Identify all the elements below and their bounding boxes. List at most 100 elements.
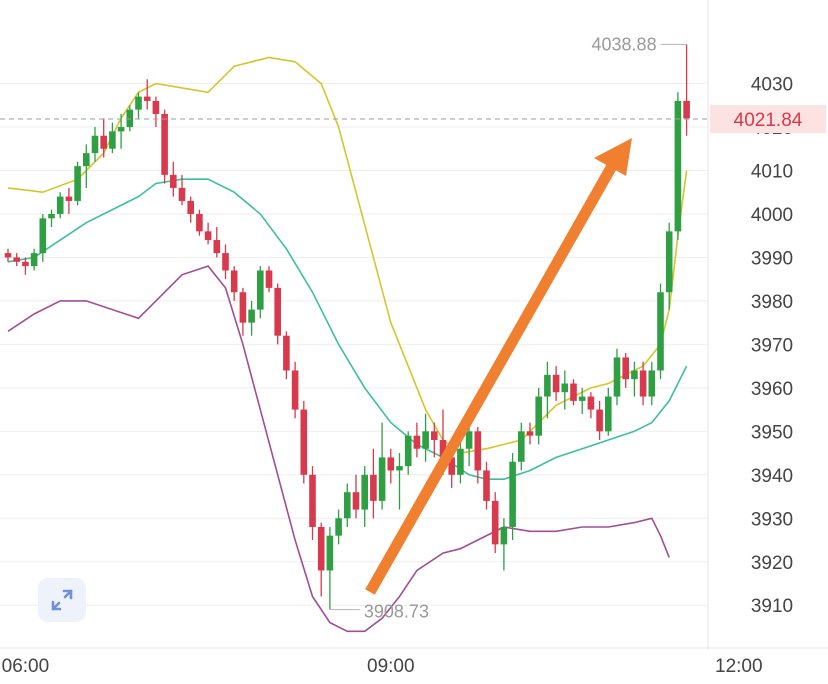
candle-body xyxy=(422,431,429,449)
y-tick-label: 4010 xyxy=(751,162,793,183)
y-tick-label: 3920 xyxy=(751,553,793,574)
candle-body xyxy=(474,431,482,471)
expand-button[interactable] xyxy=(38,578,86,622)
y-tick-label: 3910 xyxy=(751,596,793,617)
candle-body xyxy=(648,370,656,397)
candle-body xyxy=(257,270,264,310)
candle-body xyxy=(544,374,551,397)
y-tick-label: 4030 xyxy=(751,75,793,96)
candle-body xyxy=(117,127,125,132)
candle-body xyxy=(361,474,368,510)
y-tick-label: 4000 xyxy=(751,205,793,226)
trend-arrow-head xyxy=(594,138,632,176)
expand-icon xyxy=(51,589,73,611)
candle-body xyxy=(465,431,473,449)
candle-body xyxy=(22,261,29,267)
candle-body xyxy=(518,431,525,462)
candle-body xyxy=(483,470,490,501)
candle-body xyxy=(283,335,290,371)
candle-body xyxy=(91,135,99,154)
candle-body xyxy=(109,131,116,149)
candle-body xyxy=(344,492,351,519)
candle-body xyxy=(370,474,377,501)
candle-body xyxy=(170,174,177,188)
candle-body xyxy=(613,357,621,397)
candle-body xyxy=(657,292,664,371)
candle-body xyxy=(535,396,542,436)
y-tick-label: 3980 xyxy=(751,292,793,313)
candle-body xyxy=(578,396,586,401)
candle-body xyxy=(665,231,673,293)
candle-body xyxy=(100,135,107,149)
low-price-label: 3908.73 xyxy=(364,602,429,622)
candle-body xyxy=(439,440,447,458)
candle-body xyxy=(187,200,194,214)
candle-body xyxy=(378,457,386,501)
candle-body xyxy=(683,100,690,119)
candle-body xyxy=(178,187,186,201)
x-tick-label: 06:00 xyxy=(2,656,50,677)
candle-body xyxy=(491,500,499,545)
candle-body xyxy=(48,213,55,219)
y-tick-label: 3960 xyxy=(751,379,793,400)
candle-body xyxy=(674,100,682,232)
candle-body xyxy=(309,474,316,527)
candle-body xyxy=(596,409,603,432)
candle-body xyxy=(4,253,12,258)
candle-body xyxy=(587,396,595,410)
candle-body xyxy=(265,270,273,288)
candle-body xyxy=(526,431,534,436)
candle-body xyxy=(387,457,395,471)
x-tick-label: 09:00 xyxy=(367,656,415,677)
candle-body xyxy=(126,109,134,128)
y-tick-label: 3940 xyxy=(751,466,793,487)
candle-body xyxy=(326,535,334,571)
candle-body xyxy=(335,518,342,536)
candle-body xyxy=(570,383,577,401)
candle-body xyxy=(622,357,629,380)
candle-body xyxy=(239,292,247,323)
candle-body xyxy=(152,100,160,114)
candle-body xyxy=(161,113,168,175)
lower-band-line xyxy=(7,265,670,633)
high-price-label: 4038.88 xyxy=(592,34,657,54)
candle-body xyxy=(561,383,569,393)
y-tick-label: 3970 xyxy=(751,335,793,356)
candle-body xyxy=(509,461,516,527)
candle-body xyxy=(204,231,212,241)
y-tick-label: 3930 xyxy=(751,509,793,530)
middle-band-line xyxy=(7,178,688,480)
candle-body xyxy=(222,253,229,271)
candle-body xyxy=(56,196,64,214)
candle-body xyxy=(552,374,560,393)
candle-body xyxy=(230,270,238,293)
candle-body xyxy=(396,466,403,471)
candle-body xyxy=(639,370,647,397)
candle-body xyxy=(39,218,47,254)
candle-body xyxy=(457,448,464,475)
candle-body xyxy=(500,526,508,545)
candle-body xyxy=(300,409,308,475)
candle-body xyxy=(30,253,38,267)
current-price-label: 4021.84 xyxy=(734,110,803,131)
candle-body xyxy=(83,153,90,167)
candle-body xyxy=(431,431,438,441)
candle-body xyxy=(74,166,81,201)
candle-body xyxy=(605,396,612,432)
candle-body xyxy=(65,196,73,201)
candle-body xyxy=(135,96,142,110)
candle-body xyxy=(352,492,360,510)
candle-body xyxy=(291,370,299,410)
candle-body xyxy=(274,287,281,336)
candle-body xyxy=(404,435,412,467)
trend-arrow-shaft xyxy=(365,163,617,595)
candle-body xyxy=(13,257,20,262)
y-tick-label: 3950 xyxy=(751,422,793,443)
current-price-label-bg xyxy=(710,105,826,134)
candle-body xyxy=(196,213,203,232)
y-tick-label: 3990 xyxy=(751,248,793,269)
candle-body xyxy=(448,457,455,475)
candle-body xyxy=(317,526,325,571)
